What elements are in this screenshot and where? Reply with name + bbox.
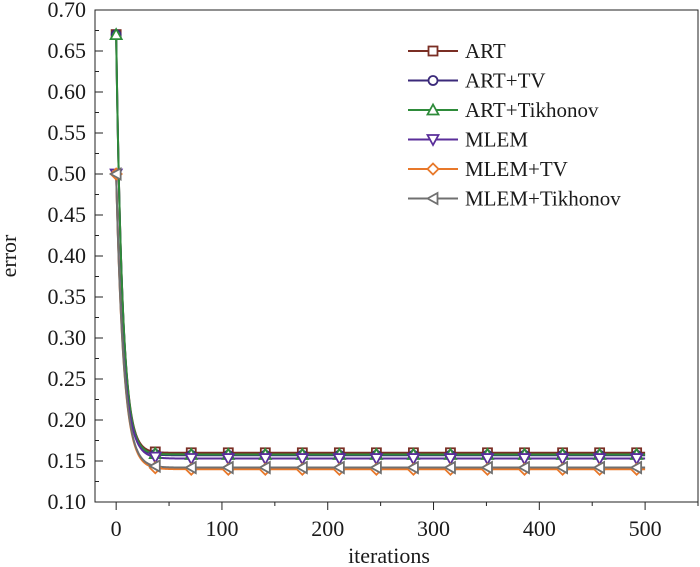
data-point-marker [258, 453, 273, 466]
data-point-marker [221, 453, 236, 466]
y-tick-label: 0.65 [48, 38, 87, 63]
data-point-marker [108, 166, 122, 182]
y-tick-label: 0.10 [48, 489, 87, 514]
legend-label: MLEM+Tikhonov [465, 187, 621, 211]
series-line-3 [115, 173, 646, 460]
x-tick-label: 0 [111, 516, 122, 541]
x-tick-label: 300 [417, 516, 450, 541]
data-point-marker [443, 453, 458, 466]
data-point-marker [109, 27, 124, 40]
legend-marker [425, 134, 441, 147]
data-point-marker [369, 453, 384, 466]
data-point-marker [369, 460, 382, 475]
data-point-marker [517, 460, 530, 475]
y-tick-label: 0.40 [48, 243, 87, 268]
data-point-marker [406, 453, 421, 466]
data-point-marker [332, 453, 347, 466]
x-tick-label: 400 [523, 516, 556, 541]
data-point-marker [629, 453, 644, 466]
legend-label: ART+TV [465, 69, 546, 93]
data-point-marker [592, 453, 607, 466]
legend-label: ART [465, 39, 506, 63]
data-point-marker [555, 460, 568, 475]
x-axis-label: iterations [348, 543, 430, 567]
y-tick-label: 0.20 [48, 407, 87, 432]
series-markers [108, 27, 644, 476]
legend-label: ART+Tikhonov [465, 98, 599, 122]
data-point-marker [332, 460, 345, 475]
x-tick-label: 100 [205, 516, 238, 541]
data-point-marker [629, 460, 643, 475]
y-axis-label: error [0, 234, 21, 277]
legend-marker [425, 102, 441, 116]
x-axis-ticks: 0 100 200 300 400 500 [111, 502, 699, 541]
x-tick-label: 200 [311, 516, 344, 541]
plot-area [94, 9, 699, 503]
y-tick-label: 0.55 [48, 120, 87, 145]
data-point-marker [406, 460, 419, 475]
data-point-marker [592, 460, 606, 475]
legend-marker [425, 191, 439, 206]
data-point-marker [295, 453, 310, 466]
series-lines [115, 34, 646, 471]
legend-marker [426, 162, 440, 176]
legend-marker [427, 45, 439, 57]
legend-marker [427, 75, 439, 86]
legend: ART ART+TV ART+Tikhonov MLEM MLEM+TV MLEM+Tik… [408, 39, 621, 211]
data-point-marker [148, 451, 163, 465]
y-tick-label: 0.25 [48, 366, 87, 391]
data-point-marker [220, 460, 234, 475]
x-tick-label: 500 [629, 516, 662, 541]
data-point-marker [183, 460, 197, 475]
data-point-marker [184, 453, 199, 466]
series-line-5 [115, 173, 646, 469]
y-tick-label: 0.60 [48, 79, 87, 104]
data-point-marker [555, 453, 570, 466]
y-tick-label: 0.70 [48, 0, 87, 22]
data-point-marker [480, 453, 495, 466]
data-point-marker [147, 459, 161, 474]
y-tick-label: 0.50 [48, 161, 87, 186]
y-tick-label: 0.35 [48, 284, 87, 309]
data-point-marker [294, 460, 308, 475]
y-tick-label: 0.30 [48, 325, 87, 350]
data-point-marker [480, 460, 493, 475]
data-point-marker [257, 460, 271, 475]
legend-label: MLEM [465, 128, 528, 152]
data-point-marker [517, 453, 532, 466]
y-axis-ticks: 0.10 0.15 0.20 0.25 0.30 0.35 0.40 0.45 0.50 0.55… [48, 0, 103, 514]
y-tick-label: 0.15 [48, 448, 87, 473]
y-tick-label: 0.45 [48, 202, 87, 227]
data-point-marker [443, 460, 456, 475]
legend-label: MLEM+TV [465, 157, 568, 181]
